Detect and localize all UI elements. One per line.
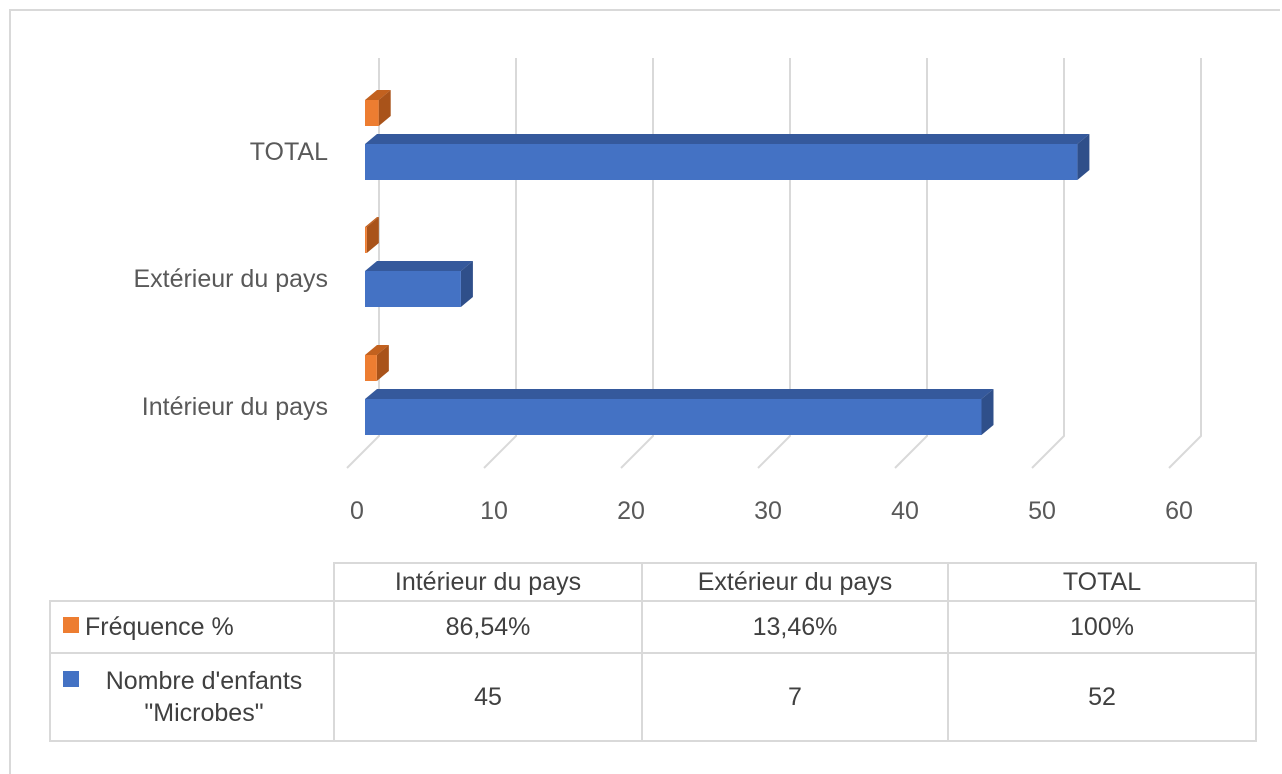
x-tick-label: 30 — [754, 497, 782, 525]
gridline — [620, 58, 654, 469]
data-table-header: TOTAL — [947, 562, 1257, 602]
legend-label: Fréquence % — [85, 613, 234, 641]
bars — [365, 90, 1090, 435]
data-table-cell: 45 — [333, 652, 643, 742]
x-tick-label: 40 — [891, 497, 919, 525]
data-table-cell: 7 — [641, 652, 949, 742]
legend-label: Nombre d'enfants "Microbes" — [105, 667, 303, 727]
data-table-row-frequence: Fréquence % 86,54% 13,46% 100% — [49, 600, 1257, 654]
gridline — [483, 58, 517, 469]
bar-nombre — [365, 389, 994, 435]
gridline — [346, 58, 380, 469]
data-table-header-row: Intérieur du pays Extérieur du pays TOTA… — [50, 562, 1257, 602]
x-tick-label: 50 — [1028, 497, 1056, 525]
legend-swatch-orange — [63, 617, 79, 633]
data-table-corner — [50, 563, 335, 602]
bar-nombre — [365, 261, 473, 307]
data-table-header: Extérieur du pays — [641, 562, 949, 602]
data-table: Intérieur du pays Extérieur du pays TOTA… — [49, 562, 1257, 742]
legend-entry-frequence: Fréquence % — [49, 600, 335, 654]
category-labels: Intérieur du pays Extérieur du pays TOTAL — [133, 138, 328, 421]
x-tick-label: 10 — [480, 497, 508, 525]
data-table-cell: 13,46% — [641, 600, 949, 654]
category-label: TOTAL — [250, 138, 328, 166]
gridline — [1031, 58, 1065, 469]
bar-frequence — [365, 90, 391, 126]
legend-swatch-blue — [63, 671, 79, 687]
data-table-header: Intérieur du pays — [333, 562, 643, 602]
data-table-cell: 86,54% — [333, 600, 643, 654]
x-axis-ticks: 0 10 20 30 40 50 60 — [350, 497, 1193, 525]
gridline — [894, 58, 928, 469]
x-tick-label: 60 — [1165, 497, 1193, 525]
data-table-cell: 52 — [947, 652, 1257, 742]
category-label: Intérieur du pays — [142, 393, 328, 421]
data-table-row-nombre: Nombre d'enfants "Microbes" 45 7 52 — [49, 652, 1257, 742]
x-tick-label: 0 — [350, 497, 364, 525]
legend-entry-nombre: Nombre d'enfants "Microbes" — [49, 652, 335, 742]
category-label: Extérieur du pays — [133, 265, 328, 293]
data-table-cell: 100% — [947, 600, 1257, 654]
gridline — [757, 58, 791, 469]
bar-frequence — [365, 217, 379, 253]
bar-nombre — [365, 134, 1090, 180]
bar-frequence — [365, 345, 389, 381]
x-tick-label: 20 — [617, 497, 645, 525]
gridline — [1168, 58, 1202, 469]
gridlines — [346, 58, 1202, 469]
